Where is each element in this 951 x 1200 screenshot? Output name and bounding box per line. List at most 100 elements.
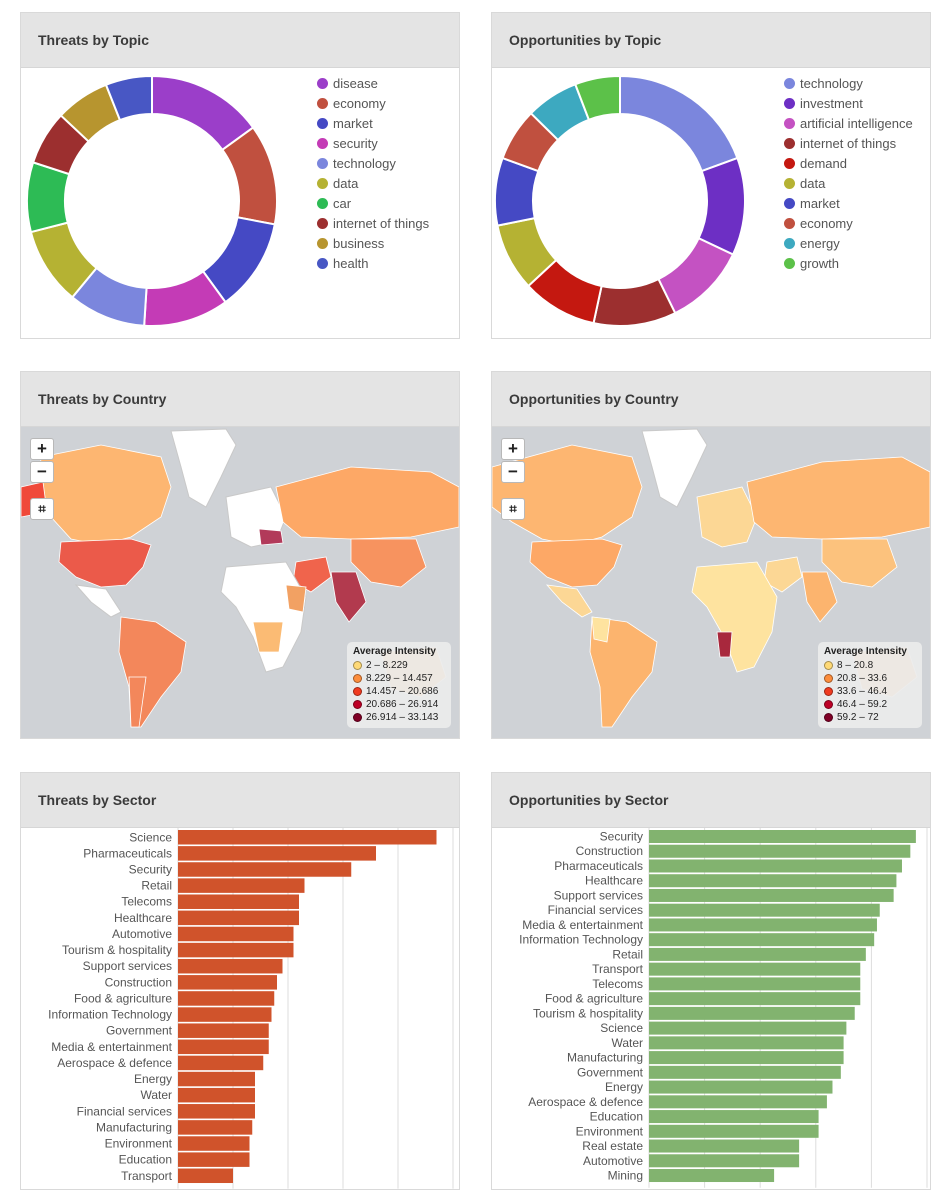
bar-aerospace-defence[interactable] <box>178 1055 264 1071</box>
bar-security[interactable] <box>178 862 352 877</box>
zoom-out-button[interactable]: − <box>501 461 525 483</box>
map-legend-swatch <box>353 661 362 670</box>
bar-aerospace-defence[interactable] <box>649 1095 827 1109</box>
bar-telecoms[interactable] <box>178 894 299 909</box>
bar-science[interactable] <box>178 830 437 845</box>
crop-icon[interactable]: ⌗ <box>30 498 54 520</box>
legend-swatch <box>784 238 795 249</box>
bar-environment[interactable] <box>178 1136 250 1151</box>
bar-pharmaceuticals[interactable] <box>178 846 376 861</box>
legend-item[interactable]: car <box>317 196 351 211</box>
map-legend-title: Average Intensity <box>824 646 907 657</box>
map-legend-label: 59.2 – 72 <box>837 712 879 723</box>
bar-financial-services[interactable] <box>178 1104 255 1119</box>
bar-manufacturing[interactable] <box>649 1051 844 1065</box>
bar-government[interactable] <box>178 1023 269 1038</box>
bar-manufacturing[interactable] <box>178 1120 253 1135</box>
bar-education[interactable] <box>649 1110 819 1124</box>
legend-label: car <box>333 196 352 211</box>
legend-label: internet of things <box>800 136 897 151</box>
bar-energy[interactable] <box>178 1071 255 1087</box>
donut-slice-growth[interactable] <box>573 74 621 122</box>
legend-swatch <box>317 78 328 89</box>
legend-item[interactable]: data <box>317 176 358 191</box>
legend-swatch <box>317 178 328 189</box>
bar-food-agriculture[interactable] <box>649 992 861 1006</box>
legend-swatch <box>784 138 795 149</box>
bar-media-entertainment[interactable] <box>178 1039 269 1055</box>
bar-energy[interactable] <box>649 1080 833 1094</box>
legend-item[interactable]: data <box>784 176 825 191</box>
bar-tourism-hospitality[interactable] <box>178 942 294 958</box>
bar-security[interactable] <box>649 830 916 843</box>
bar-healthcare[interactable] <box>649 874 897 888</box>
bar-support-services[interactable] <box>178 958 283 974</box>
bar-information-technology[interactable] <box>649 933 875 947</box>
bar-automotive[interactable] <box>649 1154 800 1168</box>
opportunities-map[interactable]: + − ⌗ Average Intensity 8 – 20.8 20.8 – 3… <box>492 427 930 738</box>
map-legend-label: 26.914 – 33.143 <box>366 712 439 723</box>
legend-item[interactable]: internet of things <box>317 216 429 231</box>
donut-slice-internet-of-things[interactable] <box>592 277 677 327</box>
zoom-in-button[interactable]: + <box>501 438 525 460</box>
category-label: Financial services <box>548 903 643 917</box>
threats-map[interactable]: + − ⌗ Average Intensity 2 – 8.229 8.229 –… <box>21 427 459 738</box>
bar-real-estate[interactable] <box>649 1139 800 1153</box>
legend-item[interactable]: economy <box>784 216 853 231</box>
legend-item[interactable]: health <box>317 256 368 271</box>
bar-healthcare[interactable] <box>178 910 299 926</box>
bar-government[interactable] <box>649 1065 841 1079</box>
bar-tourism-hospitality[interactable] <box>649 1006 855 1020</box>
bar-transport[interactable] <box>178 1168 233 1184</box>
bar-automotive[interactable] <box>178 926 294 942</box>
donut-slice-technology[interactable] <box>619 74 739 173</box>
legend-item[interactable]: technology <box>784 76 863 91</box>
bar-water[interactable] <box>649 1036 844 1050</box>
legend-item[interactable]: growth <box>784 256 839 271</box>
map-legend-swatch <box>824 700 833 709</box>
bar-retail[interactable] <box>178 878 305 893</box>
bar-transport[interactable] <box>649 962 861 976</box>
zoom-out-button[interactable]: − <box>30 461 54 483</box>
panel-title: Threats by Country <box>21 372 459 427</box>
bar-information-technology[interactable] <box>178 1007 272 1022</box>
legend-item[interactable]: disease <box>317 76 378 91</box>
legend-item[interactable]: energy <box>784 236 840 251</box>
legend-item[interactable]: internet of things <box>784 136 896 151</box>
legend-item[interactable]: economy <box>317 96 386 111</box>
legend-item[interactable]: security <box>317 136 378 151</box>
bar-pharmaceuticals[interactable] <box>649 859 902 873</box>
map-legend-swatch <box>353 674 362 683</box>
bar-education[interactable] <box>178 1152 250 1167</box>
bar-support-services[interactable] <box>649 888 894 902</box>
bar-food-agriculture[interactable] <box>178 991 275 1006</box>
map-legend-label: 14.457 – 20.686 <box>366 686 439 697</box>
bar-financial-services[interactable] <box>649 903 880 917</box>
legend-item[interactable]: investment <box>784 96 863 111</box>
legend-item[interactable]: market <box>317 116 373 131</box>
bar-water[interactable] <box>178 1087 255 1103</box>
category-label: Construction <box>576 844 643 858</box>
bar-environment[interactable] <box>649 1124 819 1138</box>
bar-construction[interactable] <box>649 844 911 858</box>
legend-label: technology <box>333 156 396 171</box>
legend-label: technology <box>800 76 863 91</box>
legend-item[interactable]: artificial intelligence <box>784 116 913 131</box>
legend-item[interactable]: market <box>784 196 840 211</box>
donut-slice-health[interactable] <box>104 74 153 122</box>
map-legend-item: 20.8 – 33.6 <box>824 672 916 685</box>
bar-retail[interactable] <box>649 947 866 961</box>
legend-swatch <box>317 258 328 269</box>
donut-slice-investment[interactable] <box>697 156 746 256</box>
bar-telecoms[interactable] <box>649 977 861 991</box>
crop-icon[interactable]: ⌗ <box>501 498 525 520</box>
bar-construction[interactable] <box>178 975 277 990</box>
bar-mining[interactable] <box>649 1169 775 1183</box>
legend-item[interactable]: demand <box>784 156 847 171</box>
legend-item[interactable]: technology <box>317 156 396 171</box>
category-label: Transport <box>592 962 644 976</box>
bar-science[interactable] <box>649 1021 847 1035</box>
bar-media-entertainment[interactable] <box>649 918 877 932</box>
legend-item[interactable]: business <box>317 236 384 251</box>
zoom-in-button[interactable]: + <box>30 438 54 460</box>
